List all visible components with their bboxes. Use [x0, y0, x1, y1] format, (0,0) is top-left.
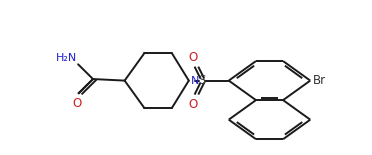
Text: S: S	[198, 74, 205, 87]
Text: O: O	[189, 98, 198, 111]
Text: O: O	[73, 97, 81, 110]
Text: H₂N: H₂N	[56, 53, 77, 63]
Text: Br: Br	[313, 74, 326, 87]
Text: N: N	[190, 76, 199, 86]
Text: O: O	[189, 51, 198, 64]
